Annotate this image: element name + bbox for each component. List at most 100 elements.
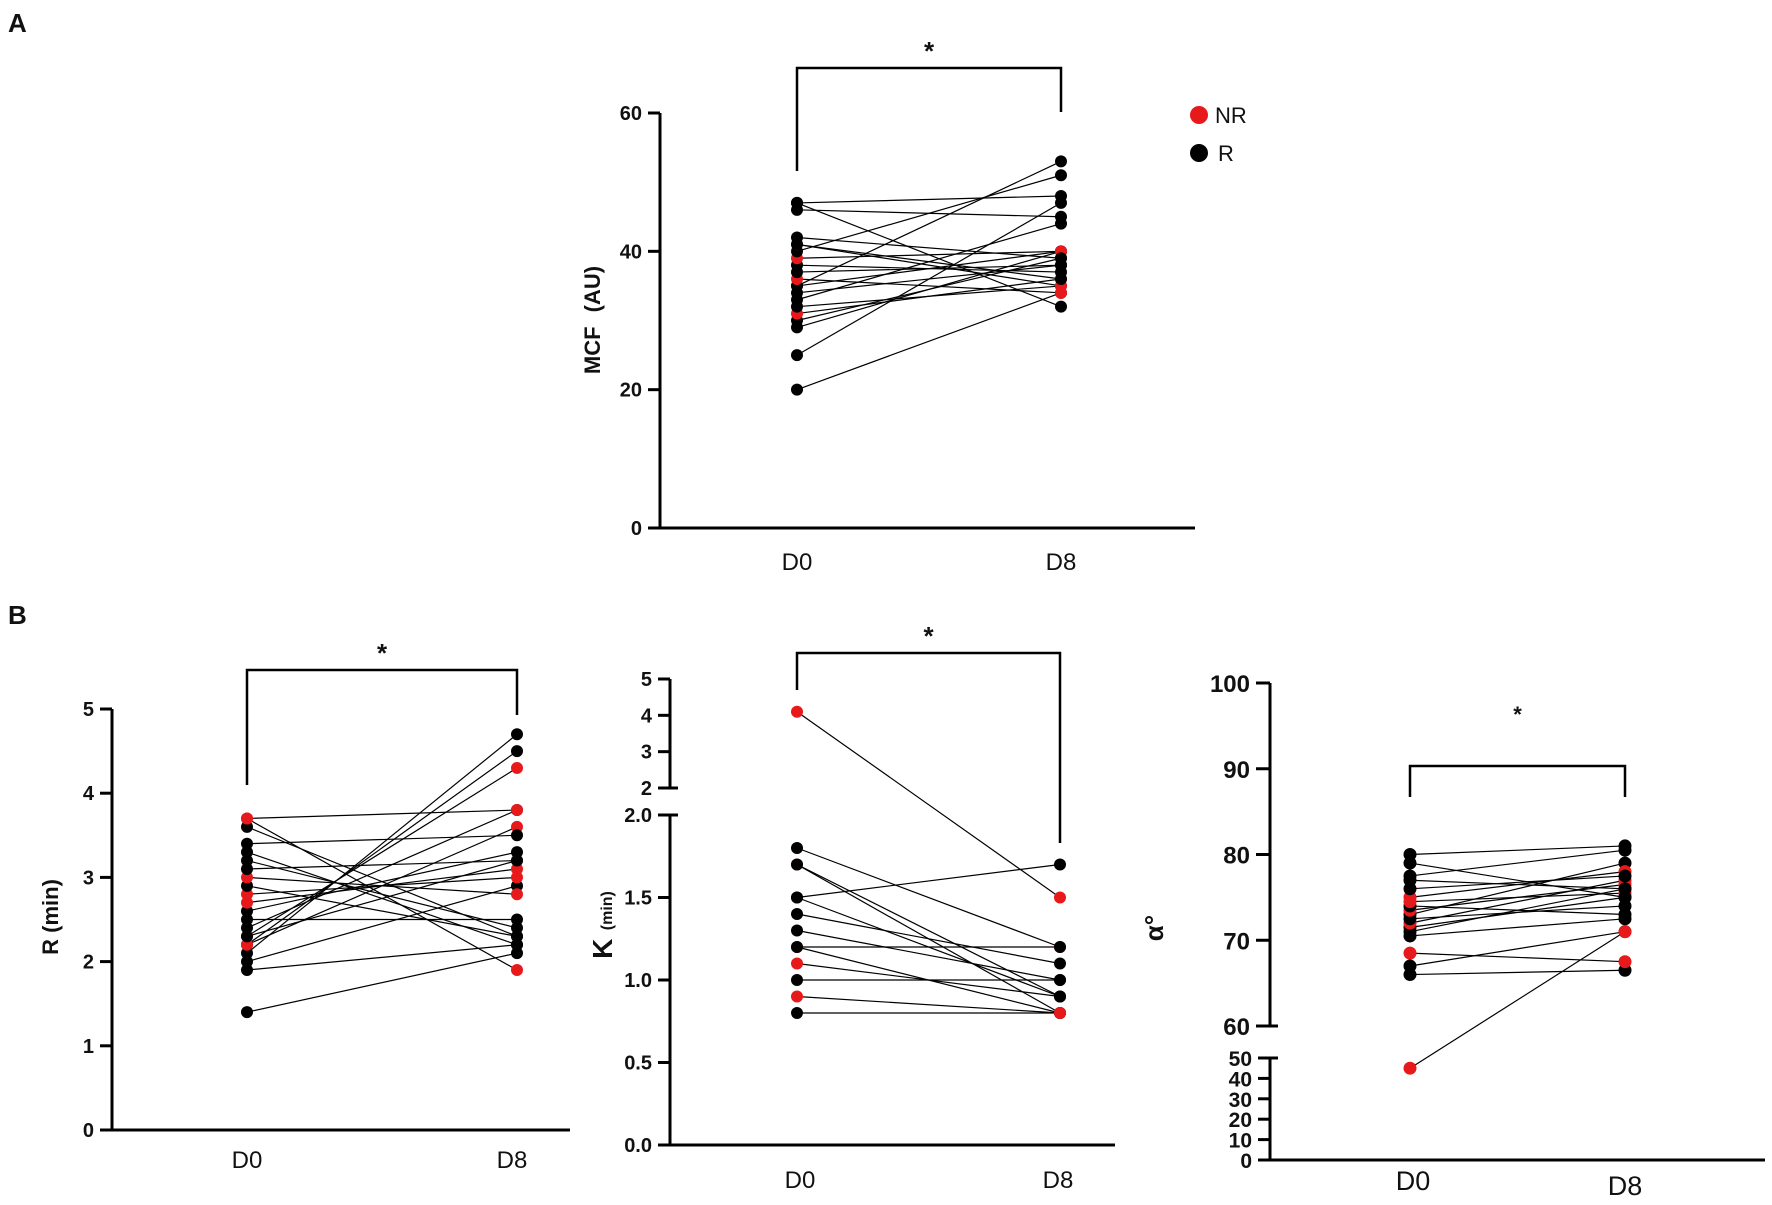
- x-category-label: D0: [1396, 1166, 1431, 1196]
- point-d0-1: [1403, 959, 1417, 973]
- significance-bracket: [795, 651, 1062, 843]
- point-d0-3: [241, 947, 253, 960]
- pair-line-7: [796, 264, 1062, 294]
- y-tick-label-20: 20: [620, 380, 642, 402]
- pair-line-12: [796, 863, 1061, 998]
- y-tick-label-3: 3: [83, 867, 94, 889]
- y-axis-label: R (min): [38, 879, 63, 955]
- pair-line-5: [796, 946, 1061, 1014]
- y-tick-label-upper: 100: [1210, 671, 1250, 698]
- point-d0-17: [1403, 848, 1417, 861]
- y-tick-label-lower: 20: [1229, 1109, 1252, 1132]
- point-d0-15: [241, 862, 253, 875]
- point-d0-18: [241, 837, 253, 850]
- point-d0-11: [241, 896, 253, 909]
- point-d0-1: [241, 964, 253, 977]
- pair-line-13: [246, 885, 518, 937]
- pair-line-1: [246, 944, 518, 971]
- point-d8-13: [1618, 869, 1632, 883]
- pair-line-13: [1409, 875, 1626, 890]
- pair-line-18: [796, 209, 1062, 218]
- point-d8-17: [1618, 839, 1632, 853]
- pair-line-3: [1409, 918, 1626, 937]
- x-category-label: D0: [785, 1167, 816, 1194]
- pair-line-10: [796, 278, 1062, 294]
- point-d8-14: [511, 888, 523, 901]
- point-d0-15: [1403, 869, 1417, 883]
- point-d0-0: [791, 383, 803, 396]
- y-tick-label-4: 4: [83, 783, 95, 805]
- y-tick-label-0: 0: [631, 518, 642, 540]
- x-category-label: D8: [1046, 549, 1077, 576]
- y-tick-label-0: 0: [83, 1120, 94, 1142]
- point-d8-7: [1054, 957, 1066, 970]
- pair-line-1: [1409, 931, 1626, 967]
- point-d0-6: [791, 924, 803, 937]
- point-d8-18: [1055, 210, 1067, 223]
- pair-line-4: [246, 750, 518, 946]
- y-tick-label-upper: 80: [1223, 843, 1250, 870]
- pair-line-15: [246, 859, 518, 870]
- y-tick-label-60: 60: [620, 103, 642, 125]
- pair-line-19: [246, 826, 518, 937]
- point-d8-17: [511, 938, 523, 951]
- y-tick-label-upper: 70: [1223, 928, 1250, 955]
- point-d8-6: [511, 761, 523, 774]
- y-tick-label-lower: 30: [1229, 1089, 1252, 1112]
- y-axis-label-unit: (AU): [580, 266, 605, 319]
- y-tick-label-lower: 40: [1229, 1068, 1252, 1091]
- significance-star: *: [924, 36, 935, 66]
- point-d0-18: [1403, 1061, 1417, 1075]
- y-tick-label-lower: 10: [1229, 1130, 1252, 1153]
- x-category-label: D0: [232, 1147, 263, 1174]
- point-d8-16: [1618, 890, 1632, 904]
- point-d8-21: [511, 964, 523, 977]
- point-d0-11: [791, 842, 803, 854]
- point-d0-12: [241, 888, 253, 901]
- pair-line-18: [246, 834, 518, 845]
- point-d8-12: [1054, 990, 1066, 1003]
- y-tick-label-lower: 1.5: [624, 888, 652, 910]
- point-d8-18: [511, 829, 523, 842]
- point-d0-21: [241, 812, 253, 825]
- point-d8-18: [1618, 925, 1632, 939]
- pair-line-2: [1409, 952, 1626, 963]
- y-tick-label-40: 40: [620, 241, 642, 263]
- pair-line-14: [246, 876, 518, 895]
- pair-line-0: [1409, 969, 1626, 976]
- y-tick-label-lower: 0: [1240, 1150, 1252, 1173]
- point-d8-10: [511, 846, 523, 859]
- y-axis-label: α°: [1139, 915, 1169, 941]
- pair-line-2: [246, 885, 518, 963]
- legend-r-label: R: [1218, 141, 1234, 166]
- point-d0-10: [241, 905, 253, 918]
- significance-bracket: [795, 66, 1063, 171]
- y-tick-label-5: 5: [83, 699, 94, 721]
- point-d8-16: [1055, 273, 1067, 285]
- point-d8-6: [1054, 974, 1066, 986]
- point-d8-3: [511, 728, 523, 741]
- point-d8-15: [511, 854, 523, 867]
- significance-star: *: [923, 621, 934, 651]
- point-d0-5: [791, 941, 803, 953]
- pair-line-20: [246, 809, 518, 820]
- y-tick-label-lower: 0.5: [624, 1053, 652, 1075]
- y-tick-label-upper: 3: [641, 742, 652, 764]
- chart-k-time: 0.0 0.5 1.0 1.5 2.0 2 3 4 5 D0 D8 K (min) *: [587, 621, 1115, 1194]
- point-d0-9: [791, 891, 803, 904]
- point-d8-4: [511, 745, 523, 758]
- y-tick-label-1: 1: [83, 1036, 94, 1058]
- pair-line-20: [796, 195, 1062, 204]
- point-d8-0: [511, 947, 523, 960]
- point-d0-16: [241, 854, 253, 867]
- legend-nr-marker: [1190, 106, 1208, 124]
- point-d0-20: [791, 196, 803, 209]
- pair-line-0: [796, 292, 1062, 391]
- pair-line-14: [1409, 879, 1626, 890]
- chart-r-time: 0 1 2 3 4 5 D0 D8 R (min) *: [38, 638, 570, 1174]
- pair-line-13: [796, 711, 1061, 898]
- pair-line-8: [796, 160, 1062, 287]
- y-tick-label-lower: 50: [1229, 1048, 1252, 1071]
- point-d8-20: [1055, 190, 1067, 202]
